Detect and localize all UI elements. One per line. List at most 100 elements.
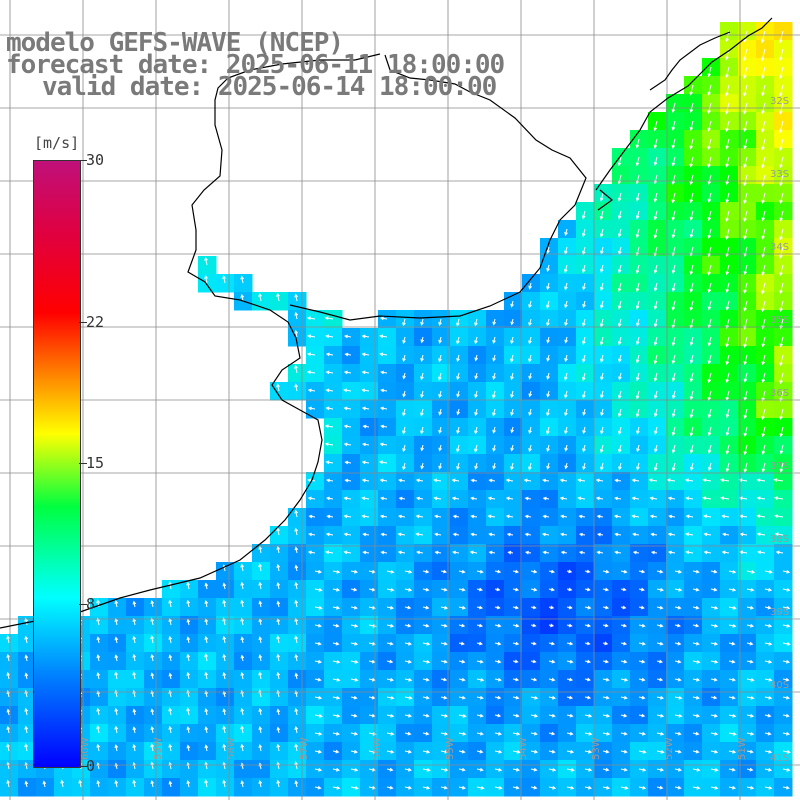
wind-arrow [343,532,352,537]
wind-cell [630,544,649,563]
wind-arrow [307,406,316,411]
wind-arrow [168,654,173,662]
wind-cell [216,616,235,635]
wind-cell [540,544,559,563]
wind-arrow [343,370,352,375]
wind-arrow [548,641,556,646]
wind-arrow [618,462,622,471]
wind-cell [216,724,235,743]
wind-arrow [380,550,388,555]
wind-cell [504,526,523,545]
lon-label: 55W [445,737,456,760]
wind-arrow [618,354,622,363]
wind-cell [234,688,253,707]
wind-cell [540,472,559,491]
wind-arrow [689,264,694,275]
wind-arrow [415,514,424,519]
wind-arrow [132,671,136,680]
wind-cell [252,598,271,617]
wind-arrow [582,408,586,416]
wind-cell [288,598,307,617]
wind-cell [288,508,307,527]
wind-arrow [582,390,586,399]
wind-arrow [404,749,412,754]
wind-arrow [674,714,683,718]
wind-arrow [314,623,322,628]
wind-arrow [742,48,748,62]
wind-cell [144,598,163,617]
wind-arrow [674,767,682,772]
wind-arrow [240,707,245,716]
wind-arrow [386,605,394,610]
wind-arrow [761,372,766,383]
wind-arrow [204,744,209,752]
lon-label: 58W [226,737,237,760]
wind-arrow [743,174,748,187]
wind-cell [234,742,253,761]
wind-arrow [528,354,532,363]
wind-arrow [582,336,586,345]
wind-arrow [114,707,119,716]
wind-arrow [96,743,101,752]
wind-arrow [258,654,263,662]
wind-arrow [692,569,700,574]
wind-cell [378,472,397,491]
wind-arrow [581,264,586,274]
wind-arrow [402,444,406,453]
wind-arrow [764,713,772,718]
wind-arrow [361,514,370,519]
wind-arrow [648,478,658,483]
wind-arrow [710,623,719,628]
wind-arrow [689,228,694,239]
wind-arrow [361,352,370,357]
wind-arrow [240,293,245,302]
wind-arrow [204,582,209,590]
wind-cell [198,580,217,599]
wind-arrow [746,696,755,700]
wind-arrow [710,659,719,664]
wind-arrow [617,282,622,293]
wind-cell [234,634,253,653]
wind-cell [108,706,127,725]
wind-arrow [350,731,359,736]
wind-arrow [725,462,730,473]
wind-arrow [707,210,712,222]
wind-cell [576,472,595,491]
wind-arrow [470,478,478,483]
wind-arrow [674,785,682,790]
wind-cell [0,760,19,779]
wind-cell [702,508,721,527]
wind-cell [252,706,271,725]
wind-arrow [168,725,173,734]
wind-cell [360,436,379,455]
wind-arrow [656,713,665,718]
wind-arrow [350,605,358,610]
wind-arrow [24,635,29,644]
wind-arrow [725,300,730,311]
wind-arrow [512,587,520,592]
wind-arrow [422,768,431,772]
wind-arrow [530,767,538,772]
wind-arrow [650,550,658,555]
wind-arrow [671,372,676,382]
wind-arrow [222,635,227,644]
wind-arrow [656,623,664,628]
wind-arrow [743,192,748,204]
wind-arrow [204,599,209,608]
wind-arrow [656,659,664,664]
wind-cell [252,652,271,671]
wind-arrow [240,636,245,644]
wind-arrow [476,786,485,790]
wind-arrow [689,300,694,311]
wind-arrow [761,282,766,295]
wind-arrow [222,761,227,770]
wind-arrow [564,426,568,435]
wind-arrow [638,605,645,610]
wind-arrow [294,635,298,644]
wind-arrow [779,444,784,455]
wind-arrow [546,318,550,327]
wind-arrow [361,496,370,501]
wind-cell [414,508,433,527]
wind-cell [468,490,487,509]
wind-arrow [728,587,737,592]
